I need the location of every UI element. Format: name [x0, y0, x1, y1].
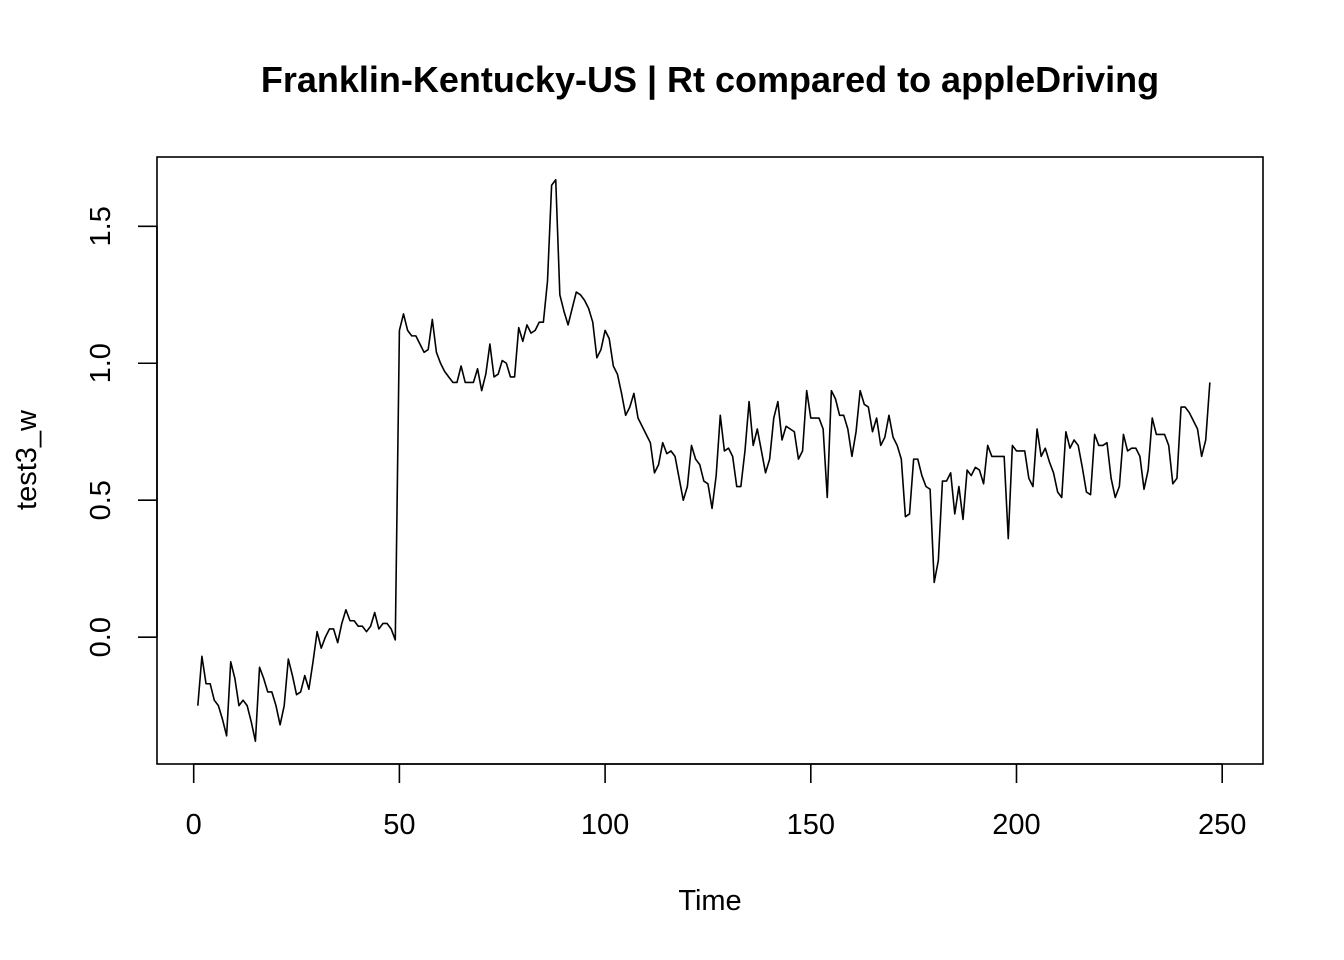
chart-title: Franklin-Kentucky-US | Rt compared to ap…	[261, 59, 1159, 101]
x-tick-label: 250	[1198, 809, 1246, 841]
y-tick-label: 0.0	[85, 617, 117, 657]
y-tick-label: 0.5	[85, 480, 117, 520]
x-tick-label: 200	[992, 809, 1040, 841]
y-tick-label: 1.0	[85, 343, 117, 383]
series-group	[197, 178, 1211, 743]
x-tick-label: 100	[581, 809, 629, 841]
x-axis-label: Time	[678, 885, 741, 917]
y-tick-label: 1.5	[85, 206, 117, 246]
x-tick-label: 0	[186, 809, 202, 841]
x-axis: 0 50 100 150 200 250	[186, 763, 1246, 841]
x-tick-label: 50	[383, 809, 415, 841]
plot-frame	[156, 156, 1264, 765]
series-line	[197, 178, 1211, 743]
y-axis: 0.0 0.5 1.0 1.5	[85, 206, 158, 657]
y-axis-label: test3_w	[11, 409, 43, 510]
x-tick-label: 150	[787, 809, 835, 841]
